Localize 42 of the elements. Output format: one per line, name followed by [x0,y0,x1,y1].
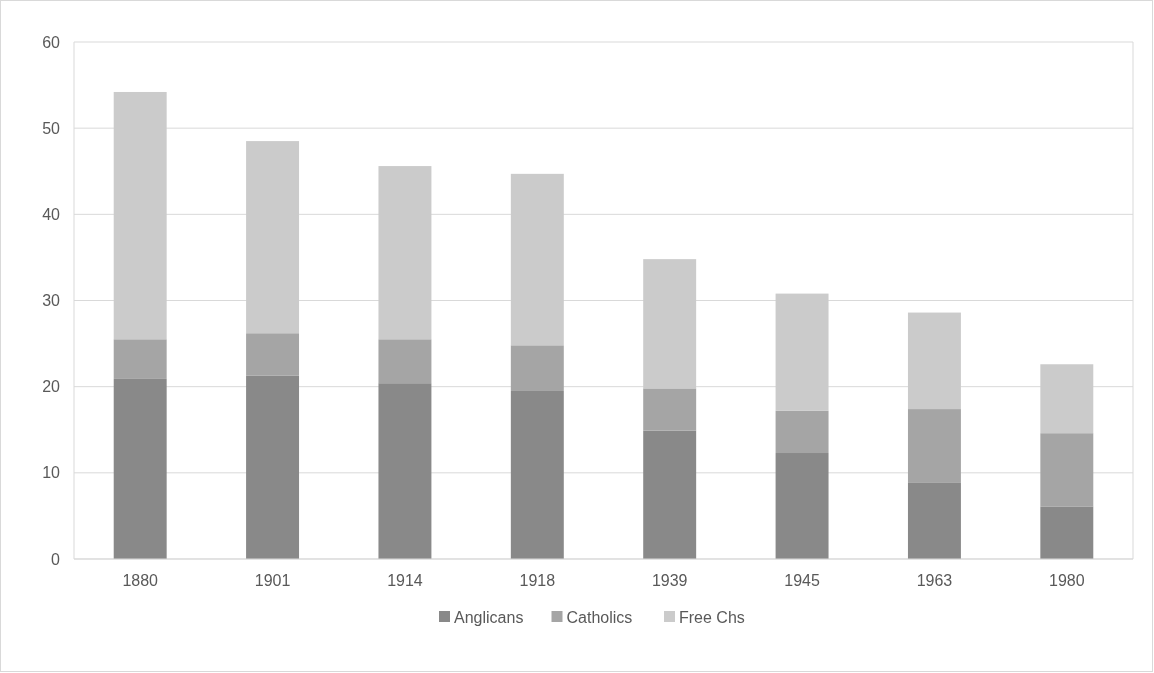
x-tick-label: 1980 [1049,572,1085,589]
x-tick-label: 1918 [519,572,556,589]
bar [378,339,432,384]
legend-label: Free Chs [679,608,745,626]
bar [1040,364,1094,434]
bar [1040,506,1094,559]
x-tick-label: 1901 [254,572,291,589]
bar [113,339,167,379]
bar [510,345,564,391]
legend-label: Anglicans [454,608,524,626]
bar [775,410,829,454]
bar [246,333,300,376]
bar [775,453,829,559]
bar [378,383,432,559]
y-tick-label: 60 [42,33,61,51]
bar [113,378,167,559]
bar [775,293,829,411]
bar [907,482,961,559]
bar [643,388,697,431]
bar [510,173,564,346]
bar [510,390,564,559]
y-tick-label: 50 [42,119,61,137]
x-tick-label: 1963 [916,572,953,589]
y-tick-label: 40 [42,205,61,223]
y-tick-label: 10 [42,464,61,482]
x-tick-label: 1914 [387,572,423,589]
y-tick-label: 0 [51,550,61,568]
bar [378,166,432,340]
bar [113,91,167,340]
y-tick-label: 20 [42,378,61,396]
bar [907,409,961,483]
bar [643,259,697,389]
bar [1040,433,1094,507]
bar [246,375,300,559]
y-tick-label: 30 [42,292,61,310]
bar [246,141,300,334]
x-tick-label: 1939 [651,572,688,589]
legend-label: Catholics [566,608,633,626]
bar [643,430,697,559]
x-tick-label: 1880 [122,572,159,589]
x-tick-label: 1945 [784,572,820,589]
bar [907,312,961,410]
